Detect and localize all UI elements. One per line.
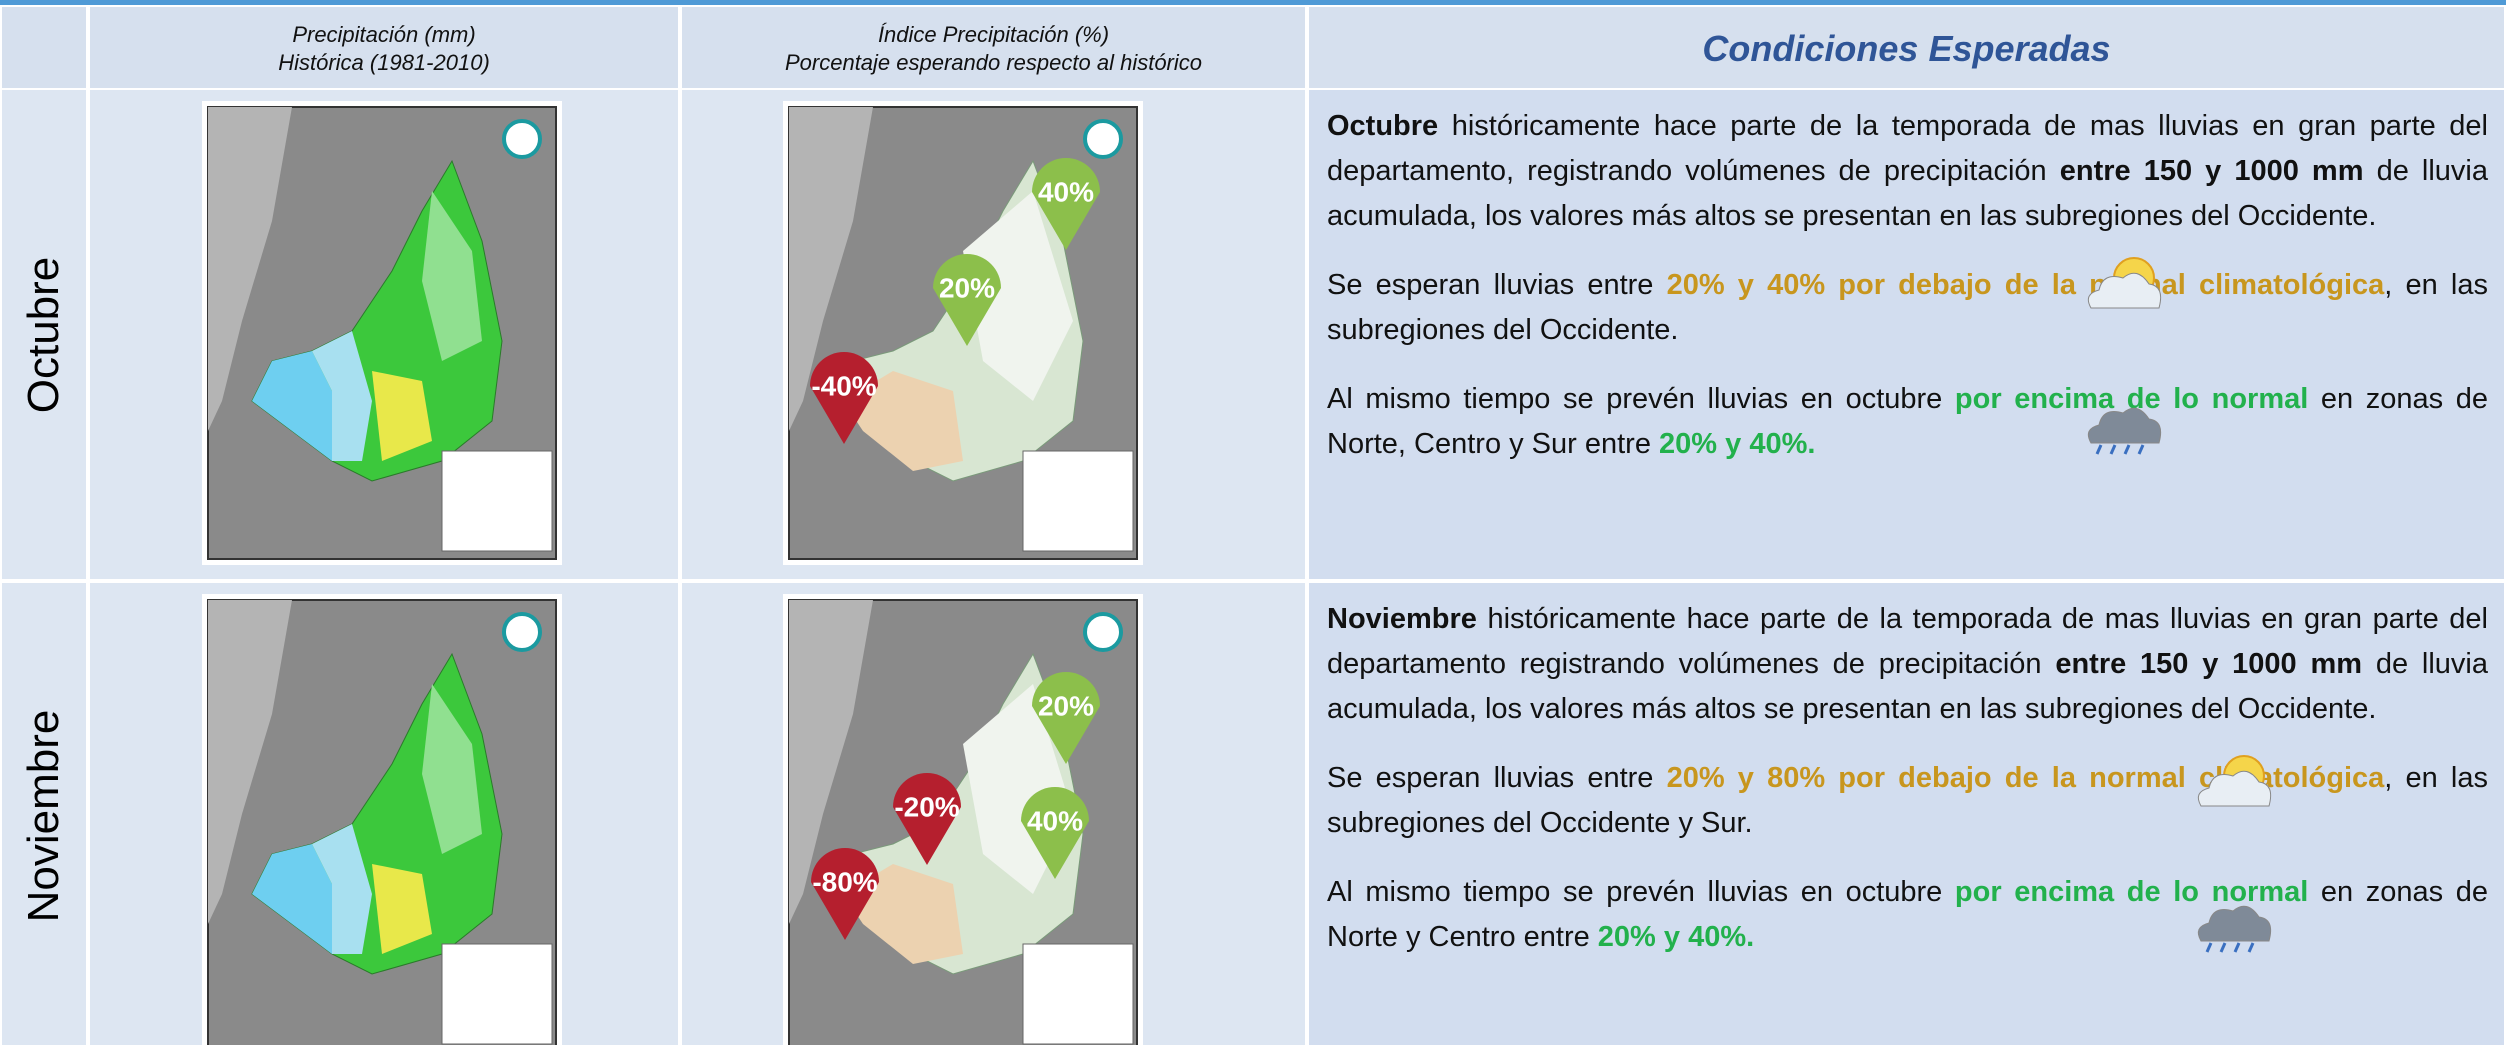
paragraph: Al mismo tiempo se prevén lluvias en oct… (1327, 870, 2488, 960)
row-label-cell: Octubre (0, 88, 88, 581)
map-cell: -40% 20% 40% (680, 88, 1307, 581)
paragraph: Noviembre históricamente hace parte de l… (1327, 597, 2488, 732)
paragraph: Al mismo tiempo se prevén lluvias en oct… (1327, 377, 2488, 467)
header-text: Histórica (1981-2010) (278, 49, 490, 77)
rain-drop (2097, 445, 2101, 454)
logo (504, 614, 540, 650)
header-col1: Precipitación (mm) Histórica (1981-2010) (88, 5, 680, 93)
pin-label: 20% (1038, 690, 1094, 721)
map-legend (1023, 451, 1133, 551)
text-cell: Octubre históricamente hace parte de la … (1307, 88, 2506, 581)
map: -80% -20% 40% 20% (783, 594, 1143, 1045)
pin-label: -80% (812, 866, 877, 897)
text-run: 20% y 40%. (1659, 428, 1815, 460)
text-run: Octubre (1327, 110, 1438, 142)
paragraph: Se esperan lluvias entre 20% y 40% por d… (1327, 263, 2488, 353)
rain-drop (2221, 943, 2225, 952)
map (202, 101, 562, 565)
text-run: Se esperan lluvias entre (1327, 269, 1667, 301)
row-label-cell: Noviembre (0, 581, 88, 1045)
text-run: Se esperan lluvias entre (1327, 762, 1667, 794)
rain-drop (2207, 943, 2211, 952)
logo (1085, 121, 1121, 157)
map-legend (1023, 944, 1133, 1044)
header-text: Índice Precipitación (%) (878, 21, 1109, 49)
pin-label: 20% (939, 272, 995, 303)
map-cell (88, 88, 680, 581)
cloud (2088, 408, 2160, 443)
rain-drop (2139, 445, 2143, 454)
text-run: entre 150 y 1000 mm (2055, 648, 2362, 680)
pin-label: 40% (1038, 176, 1094, 207)
rain-drop (2249, 943, 2253, 952)
map-legend (442, 944, 552, 1044)
map-cell (88, 581, 680, 1045)
header-blank (0, 5, 88, 93)
map (202, 594, 562, 1045)
weather-icon (2079, 250, 2169, 320)
rain-drop (2111, 445, 2115, 454)
rain-drop (2125, 445, 2129, 454)
header-title: Condiciones Esperadas (1702, 35, 2110, 63)
text-run: 20% y 40% por debajo de la normal climat… (1667, 269, 2385, 301)
logo (504, 121, 540, 157)
header-text: Precipitación (mm) (292, 21, 475, 49)
header-text: Porcentaje esperando respecto al históri… (785, 49, 1202, 77)
map-legend (442, 451, 552, 551)
text-run: Noviembre (1327, 603, 1477, 635)
rain-drop (2235, 943, 2239, 952)
text-cell: Noviembre históricamente hace parte de l… (1307, 581, 2506, 1045)
paragraph: Se esperan lluvias entre 20% y 80% por d… (1327, 756, 2488, 846)
text-run: Al mismo tiempo se prevén lluvias en oct… (1327, 383, 1955, 415)
month-label: Octubre (19, 256, 69, 413)
paragraph: Octubre históricamente hace parte de la … (1327, 104, 2488, 239)
text-run: Al mismo tiempo se prevén lluvias en oct… (1327, 876, 1955, 908)
pin-label: 40% (1027, 805, 1083, 836)
text-run: entre 150 y 1000 mm (2060, 155, 2364, 187)
pin-label: -40% (811, 370, 876, 401)
map-cell: -80% -20% 40% 20% (680, 581, 1307, 1045)
header-col3: Condiciones Esperadas (1307, 5, 2506, 93)
weather-icon (2189, 883, 2279, 953)
weather-icon (2189, 748, 2279, 818)
cloud (2198, 906, 2270, 941)
map: -40% 20% 40% (783, 101, 1143, 565)
header-col2: Índice Precipitación (%) Porcentaje espe… (680, 5, 1307, 93)
slide: Precipitación (mm) Histórica (1981-2010)… (0, 0, 2506, 1045)
pin-label: -20% (894, 791, 959, 822)
text-run: 20% y 40%. (1598, 921, 1754, 953)
month-label: Noviembre (19, 709, 69, 922)
weather-icon (2079, 385, 2169, 455)
logo (1085, 614, 1121, 650)
